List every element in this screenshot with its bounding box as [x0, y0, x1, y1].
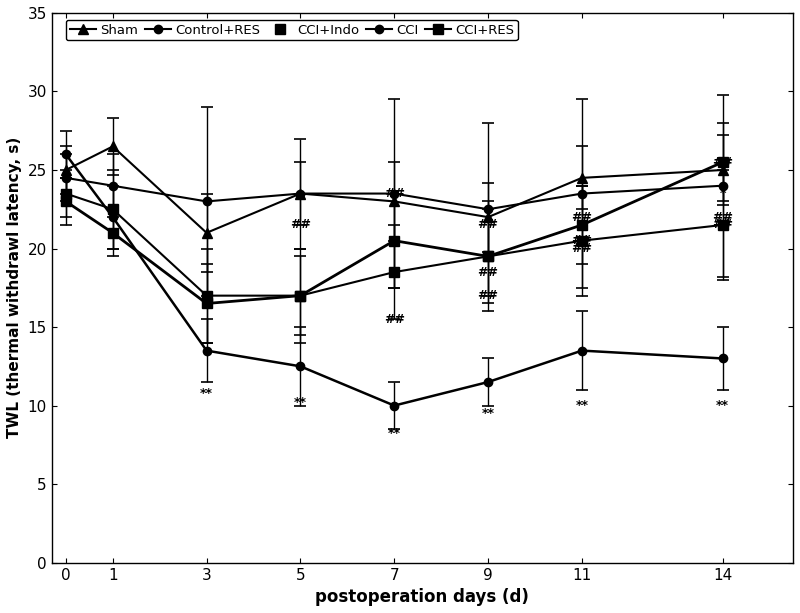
Text: **: **: [575, 399, 589, 412]
Text: ##: ##: [712, 156, 733, 169]
Text: ##: ##: [478, 289, 498, 302]
Text: *: *: [719, 187, 726, 200]
Text: ##: ##: [478, 265, 498, 278]
Legend: Sham, Control+RES, CCI+Indo, CCI, CCI+RES: Sham, Control+RES, CCI+Indo, CCI, CCI+RE…: [66, 20, 518, 40]
Y-axis label: TWL (thermal withdrawl latency, s): TWL (thermal withdrawl latency, s): [7, 137, 22, 438]
Text: ##: ##: [478, 218, 498, 232]
Text: ##: ##: [571, 211, 593, 224]
Text: ##: ##: [712, 211, 733, 224]
Text: **: **: [200, 387, 213, 400]
Text: **: **: [482, 407, 494, 420]
Text: ##: ##: [384, 187, 405, 200]
X-axis label: postoperation days (d): postoperation days (d): [315, 588, 530, 606]
Text: **: **: [716, 399, 729, 412]
Text: ##: ##: [571, 234, 593, 247]
Text: ##: ##: [712, 218, 733, 232]
Text: ##: ##: [290, 218, 311, 232]
Text: ##: ##: [384, 313, 405, 326]
Text: ##: ##: [571, 242, 593, 255]
Text: **: **: [294, 396, 307, 409]
Text: **: **: [388, 427, 401, 440]
